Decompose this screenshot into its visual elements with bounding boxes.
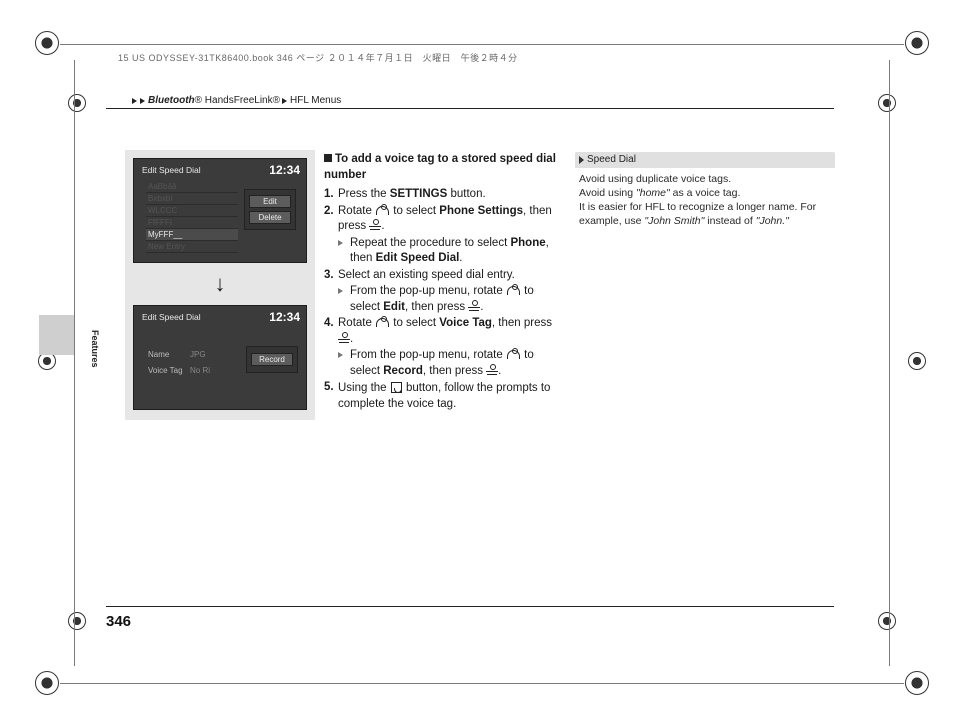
step: 3. Select an existing speed dial entry. xyxy=(324,268,562,284)
talk-button-icon xyxy=(391,382,402,393)
rotate-dial-icon xyxy=(507,286,520,295)
press-knob-icon xyxy=(487,368,497,375)
step-text: Rotate to select Voice Tag, then press . xyxy=(338,316,562,347)
step-number: 4. xyxy=(324,316,338,347)
step: 1. Press the SETTINGS button. xyxy=(324,187,562,203)
reg-mark xyxy=(906,32,928,54)
reg-mark xyxy=(66,92,88,114)
chevron-right-icon xyxy=(579,156,584,164)
list-item: Bxbxbí xyxy=(146,193,238,205)
reg-mark xyxy=(876,92,898,114)
crop-line xyxy=(60,44,904,45)
breadcrumb: Bluetooth® HandsFreeLink® HFL Menus xyxy=(132,95,341,106)
triangle-bullet-icon xyxy=(338,240,343,246)
section-tab-label: Features xyxy=(90,330,100,368)
screenshot-column: Edit Speed Dial 12:34 AaBbǎǎ Bxbxbí WLCC… xyxy=(125,150,315,420)
screen-title: Edit Speed Dial xyxy=(142,165,201,175)
reg-mark xyxy=(906,672,928,694)
popup-edit-button: Edit xyxy=(249,195,291,208)
tips-line: It is easier for HFL to recognize a long… xyxy=(579,200,833,228)
press-knob-icon xyxy=(469,304,479,311)
section-tab xyxy=(39,315,74,355)
list-item: WLCCC xyxy=(146,205,238,217)
detail-value: JPG xyxy=(190,348,240,362)
crop-header-text: 15 US ODYSSEY-31TK86400.book 346 ページ ２０１… xyxy=(118,51,518,64)
chevron-right-icon xyxy=(282,98,287,104)
sub-step: From the pop-up menu, rotate to select R… xyxy=(338,348,562,379)
popup-menu: Record xyxy=(246,346,298,373)
tips-panel: Speed Dial Avoid using duplicate voice t… xyxy=(575,152,835,228)
popup-menu: Edit Delete xyxy=(244,189,296,230)
detail-row: Voice Tag No Ri xyxy=(144,364,244,378)
step-text: Press the SETTINGS button. xyxy=(338,187,562,203)
sub-step: From the pop-up menu, rotate to select E… xyxy=(338,284,562,315)
step-text: From the pop-up menu, rotate to select E… xyxy=(350,284,562,315)
screen-edit-speed-dial-detail: Edit Speed Dial 12:34 Name JPG Voice Tag… xyxy=(133,305,307,410)
tips-body: Avoid using duplicate voice tags. Avoid … xyxy=(575,168,835,229)
step: 2. Rotate to select Phone Settings, then… xyxy=(324,204,562,235)
list-item: AaBbǎǎ xyxy=(146,181,238,193)
arrow-down-icon: ↓ xyxy=(133,271,307,297)
step-text: Rotate to select Phone Settings, then pr… xyxy=(338,204,562,235)
list-item: FfFFFí xyxy=(146,217,238,229)
detail-label: Voice Tag xyxy=(144,364,190,378)
reg-mark xyxy=(36,32,58,54)
step-number: 5. xyxy=(324,380,338,412)
step-number: 2. xyxy=(324,204,338,235)
reg-mark xyxy=(906,350,928,372)
step-number: 3. xyxy=(324,268,338,284)
crop-line xyxy=(74,60,75,666)
sub-step: Repeat the procedure to select Phone, th… xyxy=(338,236,562,267)
crop-line xyxy=(889,60,890,666)
popup-delete-button: Delete xyxy=(249,211,291,224)
reg-mark xyxy=(876,610,898,632)
reg-mark xyxy=(66,610,88,632)
step-text: From the pop-up menu, rotate to select R… xyxy=(350,348,562,379)
square-bullet-icon xyxy=(324,154,332,162)
list-item-selected: MyFFF__ xyxy=(146,229,238,241)
triangle-bullet-icon xyxy=(338,352,343,358)
press-knob-icon xyxy=(339,336,349,343)
step-text: Select an existing speed dial entry. xyxy=(338,268,562,284)
screen-title: Edit Speed Dial xyxy=(142,312,201,322)
detail-row: Name JPG xyxy=(144,348,244,362)
speed-dial-list: AaBbǎǎ Bxbxbí WLCCC FfFFFí MyFFF__ New E… xyxy=(146,181,238,253)
step-text: Repeat the procedure to select Phone, th… xyxy=(350,236,562,267)
tips-line: Avoid using duplicate voice tags. xyxy=(579,172,833,186)
reg-mark xyxy=(36,672,58,694)
tips-line: Avoid using "home" as a voice tag. xyxy=(579,186,833,200)
detail-label: Name xyxy=(144,348,190,362)
screen-clock: 12:34 xyxy=(269,310,300,324)
step-number: 1. xyxy=(324,187,338,203)
breadcrumb-item: HFL Menus xyxy=(290,95,341,106)
detail-rows: Name JPG Voice Tag No Ri xyxy=(144,346,244,378)
bottom-rule xyxy=(106,606,834,607)
screen-clock: 12:34 xyxy=(269,163,300,177)
step: 4. Rotate to select Voice Tag, then pres… xyxy=(324,316,562,347)
step: 5. Using the button, follow the prompts … xyxy=(324,380,562,412)
detail-value: No Ri xyxy=(190,364,240,378)
triangle-bullet-icon xyxy=(338,288,343,294)
screen-edit-speed-dial-list: Edit Speed Dial 12:34 AaBbǎǎ Bxbxbí WLCC… xyxy=(133,158,307,263)
tips-title: Speed Dial xyxy=(587,153,636,167)
breadcrumb-item: Bluetooth® HandsFreeLink® xyxy=(148,95,280,106)
rotate-dial-icon xyxy=(376,206,389,215)
rotate-dial-icon xyxy=(507,350,520,359)
top-rule xyxy=(106,108,834,109)
popup-record-button: Record xyxy=(251,353,293,366)
list-item: New Entry xyxy=(146,241,238,253)
tips-heading: Speed Dial xyxy=(575,152,835,168)
chevron-right-icon xyxy=(132,98,137,104)
crop-line xyxy=(60,683,904,684)
page-number: 346 xyxy=(106,613,131,630)
press-knob-icon xyxy=(370,223,380,230)
instructions: To add a voice tag to a stored speed dia… xyxy=(324,152,562,413)
step-text: Using the button, follow the prompts to … xyxy=(338,380,562,412)
chevron-right-icon xyxy=(140,98,145,104)
rotate-dial-icon xyxy=(376,318,389,327)
instructions-heading: To add a voice tag to a stored speed dia… xyxy=(324,152,562,183)
